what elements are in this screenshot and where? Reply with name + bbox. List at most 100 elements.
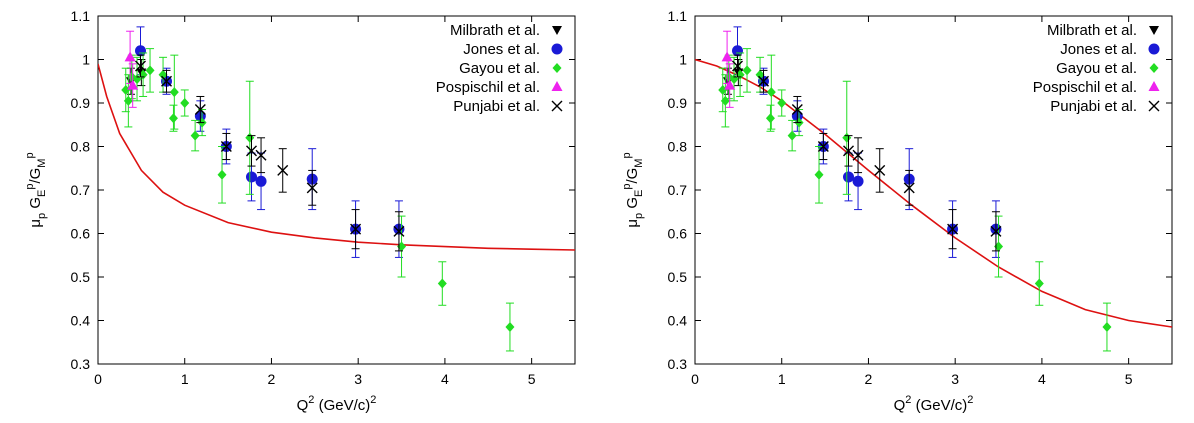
- legend-label: Pospischil et al.: [436, 79, 540, 96]
- legend-label: Pospischil et al.: [1033, 79, 1137, 96]
- legend-marker: [1148, 43, 1160, 55]
- data-point: [766, 87, 776, 98]
- legend: Milbrath et al. Jones et al. Gayou et al. P…: [436, 22, 563, 115]
- legend-label: Punjabi et al.: [453, 98, 540, 115]
- x-tick-label: 5: [1125, 371, 1133, 387]
- data-point: [220, 141, 232, 152]
- data-point: [735, 69, 745, 80]
- data-point: [505, 322, 515, 333]
- data-point: [135, 60, 146, 72]
- legend-marker: [1149, 63, 1159, 73]
- data-point: [277, 164, 289, 176]
- legend-label: Milbrath et al.: [450, 22, 540, 39]
- x-axis-label: Q2 (GeV/c)2: [894, 394, 974, 414]
- data-point: [852, 175, 864, 187]
- data-point: [1102, 322, 1112, 333]
- legend-marker: [552, 63, 562, 73]
- data-point: [306, 182, 318, 194]
- series-jones-et-al-: [731, 26, 1002, 258]
- data-point: [842, 132, 852, 143]
- data-point: [990, 225, 1002, 237]
- series-punjabi-et-al-: [732, 54, 1002, 252]
- data-point: [255, 149, 267, 161]
- y-tick-label: 0.7: [668, 182, 688, 198]
- legend-marker: [552, 26, 562, 35]
- x-tick-label: 4: [1038, 371, 1046, 387]
- y-tick-label: 0.4: [668, 313, 688, 329]
- data-point: [994, 241, 1004, 252]
- x-tick-label: 3: [951, 371, 959, 387]
- legend-marker: [1148, 100, 1160, 112]
- legend-label: Milbrath et al.: [1047, 22, 1137, 39]
- x-tick-label: 2: [268, 371, 276, 387]
- data-point: [765, 113, 775, 124]
- series-jones-et-al-: [134, 26, 405, 258]
- data-point: [1034, 278, 1044, 289]
- x-tick-label: 5: [528, 371, 536, 387]
- data-point: [190, 130, 200, 141]
- data-point: [777, 98, 787, 108]
- data-point: [817, 141, 829, 152]
- y-tick-label: 0.8: [71, 139, 91, 155]
- data-point: [874, 164, 886, 176]
- y-tick-label: 0.6: [71, 226, 91, 242]
- data-point: [217, 169, 227, 180]
- data-point: [121, 84, 131, 95]
- data-point: [947, 223, 959, 235]
- y-tick-label: 0.5: [71, 269, 91, 285]
- y-tick-label: 1.1: [668, 8, 688, 24]
- data-point: [814, 169, 824, 180]
- series-pospischil-et-al-: [721, 30, 736, 108]
- data-point: [791, 104, 803, 116]
- data-point: [903, 182, 915, 194]
- x-axis-label: Q2 (GeV/c)2: [297, 394, 377, 414]
- legend-label: Gayou et al.: [459, 60, 540, 77]
- legend-label: Gayou et al.: [1056, 60, 1137, 77]
- data-point: [169, 87, 179, 98]
- data-point: [843, 145, 855, 157]
- legend-marker: [551, 81, 563, 91]
- data-point: [124, 51, 136, 62]
- data-point: [731, 45, 743, 57]
- x-tick-label: 1: [778, 371, 786, 387]
- x-tick-label: 1: [181, 371, 189, 387]
- data-point: [393, 225, 405, 237]
- data-point: [720, 95, 730, 106]
- data-point: [437, 278, 447, 289]
- y-tick-label: 0.6: [668, 226, 688, 242]
- data-point: [718, 84, 728, 95]
- data-point: [161, 75, 173, 87]
- legend-marker: [1148, 81, 1160, 91]
- data-point: [758, 75, 770, 87]
- data-point: [732, 60, 743, 72]
- series-punjabi-et-al-: [135, 54, 405, 252]
- chart-left: 0 1 2 3 4 5 0.3 0.4 0.5 0.6 0.7 0.8 0.9 1 1.1 Q2 (GeV/c…: [24, 8, 576, 414]
- y-tick-label: 0.8: [668, 139, 688, 155]
- series-pospischil-et-al-: [124, 30, 139, 108]
- data-point: [729, 74, 739, 85]
- y-tick-label: 0.9: [71, 95, 91, 111]
- legend-label: Punjabi et al.: [1050, 98, 1137, 115]
- y-tick-label: 0.5: [668, 269, 688, 285]
- data-point: [787, 130, 797, 141]
- data-point: [742, 65, 752, 76]
- x-tick-label: 2: [865, 371, 873, 387]
- data-point: [245, 132, 255, 143]
- chart-right: 0 1 2 3 4 5 0.3 0.4 0.5 0.6 0.7 0.8 0.9 1 1.1 Q2 (GeV/c…: [621, 8, 1173, 414]
- x-tick-label: 4: [441, 371, 449, 387]
- data-point: [246, 171, 258, 183]
- data-point: [397, 241, 407, 252]
- y-tick-label: 0.3: [668, 356, 688, 372]
- x-tick-label: 3: [354, 371, 362, 387]
- data-point: [158, 69, 168, 80]
- y-tick-label: 0.3: [71, 356, 91, 372]
- legend: Milbrath et al. Jones et al. Gayou et al. P…: [1033, 22, 1160, 115]
- y-tick-label: 1: [82, 52, 90, 68]
- y-axis-label: μp GEp/GMp: [24, 152, 48, 227]
- legend-marker: [1149, 26, 1159, 35]
- legend-marker: [551, 43, 563, 55]
- y-tick-label: 1: [679, 52, 687, 68]
- y-tick-label: 0.9: [668, 95, 688, 111]
- data-point: [194, 104, 206, 116]
